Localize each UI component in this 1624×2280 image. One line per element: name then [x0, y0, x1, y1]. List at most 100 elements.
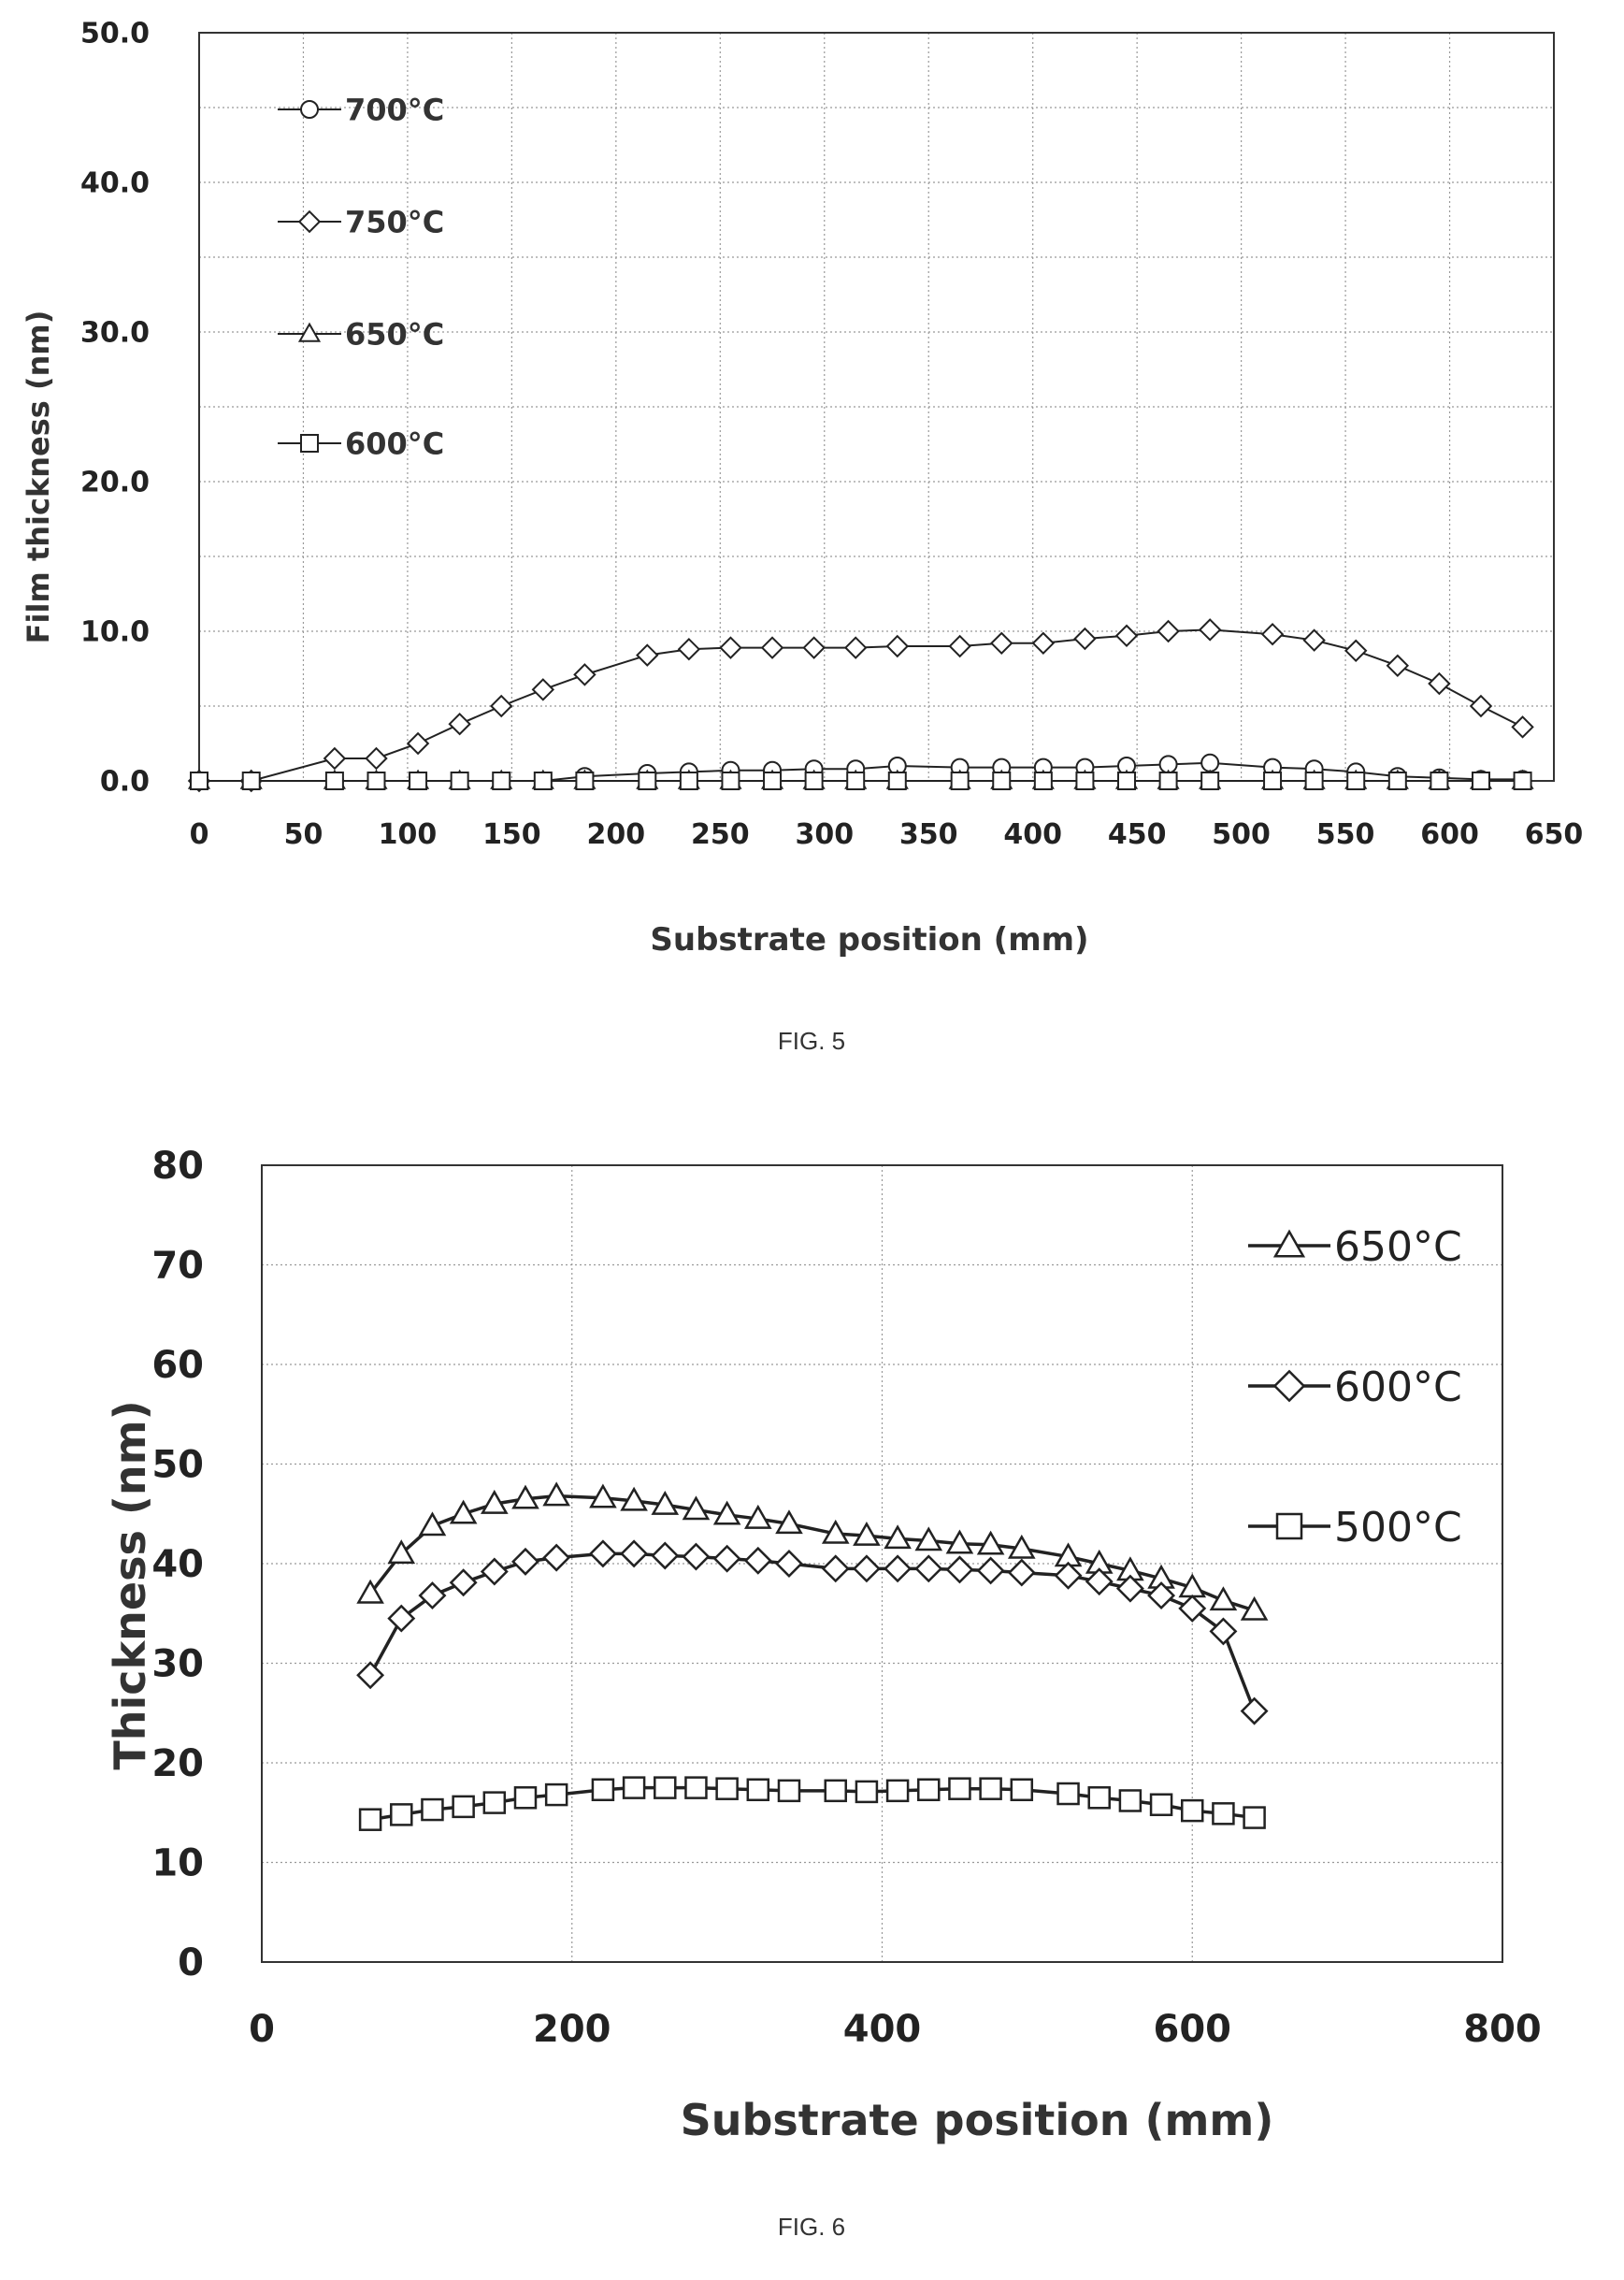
data-point	[511, 1547, 539, 1576]
legend-entry: 600°C	[278, 426, 444, 462]
data-point	[490, 694, 513, 718]
data-point	[448, 712, 471, 736]
data-point	[775, 1509, 803, 1535]
x-tick-label: 50	[284, 818, 323, 851]
data-point	[679, 772, 698, 790]
y-tick-label: 10.0	[80, 616, 150, 649]
data-point	[992, 772, 1012, 790]
data-point	[651, 1490, 680, 1515]
fig6-caption: FIG. 6	[778, 2213, 845, 2241]
data-point	[492, 772, 511, 790]
x-tick-label: 150	[482, 818, 541, 851]
data-point	[638, 772, 657, 790]
data-point	[945, 1529, 974, 1554]
data-point	[636, 643, 659, 667]
data-point	[452, 1795, 475, 1819]
data-point	[1240, 1696, 1269, 1725]
fig6-chart: 0 200 400 600 800 0 10 20 30 40 50 60 70 80 650°C 600…	[105, 1145, 1542, 2241]
data-point	[1344, 639, 1368, 663]
data-point	[323, 746, 347, 771]
data-point	[777, 1779, 801, 1803]
data-point	[482, 1791, 507, 1814]
fig6-plot-frame	[261, 1164, 1503, 1963]
y-tick-label: 20	[151, 1742, 204, 1785]
data-point	[365, 746, 388, 771]
data-point	[1073, 627, 1097, 651]
legend-entry: 750°C	[278, 205, 444, 240]
data-point	[743, 1504, 772, 1529]
data-point	[948, 634, 971, 658]
legend-label: 650°C	[1334, 1223, 1462, 1271]
data-point	[855, 1780, 879, 1804]
data-point	[241, 772, 261, 790]
data-point	[1386, 654, 1410, 678]
data-point	[1075, 772, 1095, 790]
data-point	[387, 1604, 416, 1633]
data-point	[533, 772, 553, 790]
data-point	[449, 1499, 478, 1524]
data-point	[1200, 753, 1220, 772]
data-point	[190, 772, 208, 790]
data-point	[1240, 1595, 1269, 1621]
data-point	[1031, 631, 1056, 656]
legend-label: 700°C	[345, 93, 444, 128]
data-point	[324, 772, 344, 790]
data-point	[852, 1554, 881, 1583]
data-point	[885, 1779, 910, 1803]
data-point	[712, 1544, 741, 1573]
x-tick-label: 600	[1420, 818, 1479, 851]
data-point	[821, 1554, 850, 1583]
series-line	[368, 1494, 1256, 1612]
data-point	[1302, 628, 1326, 652]
fig6-x-tick-labels: 0 200 400 600 800	[249, 2008, 1542, 2051]
data-point	[366, 772, 386, 790]
series-square	[190, 772, 1532, 790]
data-point	[1056, 1782, 1080, 1806]
data-point	[1243, 1806, 1266, 1829]
legend-label: 600°C	[1334, 1364, 1462, 1411]
data-point	[884, 1524, 912, 1550]
data-point	[356, 1661, 385, 1690]
data-point	[1428, 671, 1451, 696]
y-tick-label: 30.0	[80, 317, 150, 350]
data-point	[945, 1555, 974, 1584]
data-point	[531, 678, 555, 701]
legend-entry: 650°C	[1248, 1223, 1462, 1271]
data-point	[990, 631, 1013, 656]
data-point	[1198, 618, 1222, 642]
data-point	[651, 1541, 680, 1570]
fig5-caption: FIG. 5	[778, 1027, 845, 1055]
x-tick-label: 650	[1525, 818, 1584, 851]
data-point	[1007, 1558, 1036, 1587]
data-point	[914, 1554, 943, 1583]
y-tick-label: 40	[151, 1543, 204, 1586]
fig5-x-tick-labels: 0 50 100 150 200 250 300 350 400 450 500 550 600 650	[190, 818, 1584, 851]
legend-label: 650°C	[345, 317, 444, 353]
data-point	[1007, 1534, 1036, 1559]
fig5-y-axis-label: Film thickness (nm)	[21, 310, 56, 644]
fig6-gridlines	[262, 1165, 1502, 1962]
data-point	[1260, 622, 1285, 646]
data-point	[1346, 772, 1366, 790]
legend-entry: 650°C	[278, 317, 444, 353]
x-tick-label: 400	[1003, 818, 1062, 851]
data-point	[853, 1522, 881, 1546]
legend-marker	[297, 209, 322, 234]
data-point	[1033, 772, 1053, 790]
data-point	[712, 1500, 741, 1525]
data-point	[721, 772, 740, 790]
legend-entry: 600°C	[1248, 1364, 1462, 1411]
fig5-series	[187, 618, 1534, 793]
data-point	[481, 1489, 509, 1514]
data-point	[821, 1519, 850, 1544]
data-point	[1511, 715, 1534, 739]
fig6-y-axis-label: Thickness (nm)	[105, 1400, 155, 1769]
x-tick-label: 400	[843, 2008, 922, 2051]
fig5-chart: 0 50 100 150 200 250 300 350 400 450 500 550 600 650 …	[21, 18, 1583, 1056]
legend-entry: 700°C	[278, 93, 444, 128]
data-point	[950, 772, 970, 790]
y-tick-label: 80	[151, 1145, 204, 1188]
data-point	[914, 1526, 943, 1551]
legend-label: 500°C	[1334, 1504, 1462, 1551]
